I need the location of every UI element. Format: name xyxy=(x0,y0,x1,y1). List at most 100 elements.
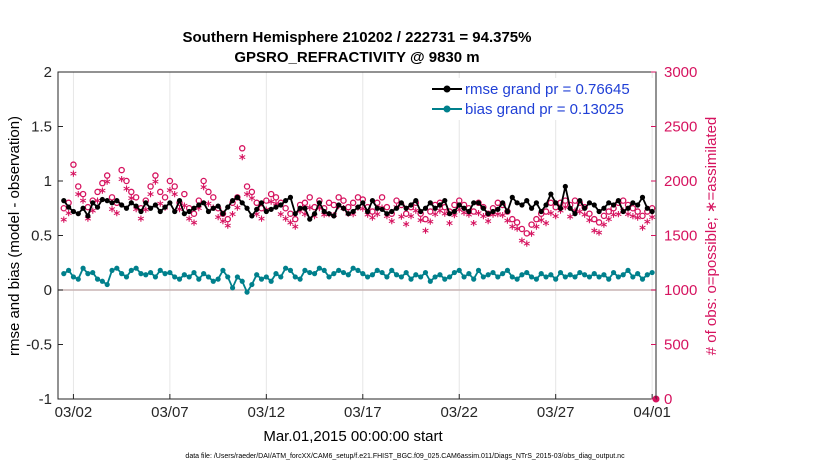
rmse-point xyxy=(157,208,163,215)
rmse-point xyxy=(94,204,101,210)
rmse-point xyxy=(504,208,511,215)
obs-possible-point xyxy=(166,177,174,185)
bias-point xyxy=(398,274,404,280)
x-tick-label: 03/27 xyxy=(537,404,575,421)
obs-assimilated-point: * xyxy=(398,212,405,227)
obs-assimilated-point: * xyxy=(350,210,357,225)
rmse-point xyxy=(365,208,371,215)
rmse-point xyxy=(582,205,588,211)
bias-point xyxy=(143,272,149,278)
obs-possible-point xyxy=(402,210,410,217)
obs-assimilated-point: * xyxy=(191,219,198,234)
rmse-point xyxy=(326,211,332,217)
bias-point xyxy=(90,269,96,276)
bias-point xyxy=(644,272,650,278)
bias-point xyxy=(80,265,86,271)
obs-assimilated-point: * xyxy=(644,218,651,233)
obs-assimilated-point: * xyxy=(538,216,545,231)
bias-point xyxy=(297,276,303,282)
bias-point xyxy=(128,267,134,273)
rmse-point xyxy=(273,204,279,210)
bias-point xyxy=(538,271,544,277)
bias-point xyxy=(413,272,419,278)
rmse-point xyxy=(152,202,159,208)
rmse-point xyxy=(610,202,617,208)
obs-possible-point xyxy=(586,210,593,217)
obs-assimilated-point: * xyxy=(138,214,145,229)
bias-point xyxy=(514,276,520,282)
bias-point xyxy=(533,276,540,282)
bias-point xyxy=(567,272,573,278)
rmse-point xyxy=(418,208,424,215)
bias-point xyxy=(114,265,120,271)
obs-possible-point xyxy=(70,161,77,168)
bias-point xyxy=(167,269,173,276)
bias-point xyxy=(234,274,240,280)
obs-assimilated-point: * xyxy=(451,211,458,226)
bias-point xyxy=(157,267,163,273)
obs-assimilated-point: * xyxy=(113,209,120,224)
bias-point xyxy=(471,276,477,282)
rmse-point xyxy=(336,202,342,208)
rmse-point xyxy=(123,205,130,211)
bias-point xyxy=(292,274,298,280)
legend-rmse-label: rmse grand pr = 0.76645 xyxy=(465,81,630,98)
y-tick-label-right: 2000 xyxy=(664,173,697,190)
obs-assimilated-point: * xyxy=(629,212,636,227)
bias-point xyxy=(355,267,361,273)
rmse-point xyxy=(620,208,626,215)
obs-assimilated-point: * xyxy=(258,214,265,229)
x-tick-label: 03/22 xyxy=(440,404,478,421)
obs-assimilated-point: * xyxy=(615,210,622,225)
rmse-point xyxy=(461,205,467,211)
obs-possible-point xyxy=(161,194,169,201)
bias-point xyxy=(418,274,424,280)
obs-assimilated-point: * xyxy=(634,214,641,229)
y-tick-label-left: -0.5 xyxy=(26,337,52,354)
obs-assimilated-point: * xyxy=(162,203,169,218)
obs-assimilated-point: * xyxy=(639,223,646,238)
obs-assimilated-point: * xyxy=(649,213,656,228)
bias-point xyxy=(562,274,568,280)
rmse-point xyxy=(471,200,477,206)
bias-point xyxy=(350,265,356,271)
rmse-point xyxy=(586,200,593,206)
bias-point xyxy=(220,267,226,273)
obs-possible-point xyxy=(267,190,275,198)
obs-assimilated-point: * xyxy=(330,211,337,226)
obs-assimilated-point: * xyxy=(104,178,111,193)
obs-possible-point xyxy=(378,194,386,201)
rmse-point xyxy=(567,205,573,211)
obs-assimilated-point: * xyxy=(620,207,627,222)
obs-possible-point xyxy=(171,183,178,190)
rmse-point xyxy=(466,208,472,215)
obs-assimilated-point: * xyxy=(200,183,207,198)
rmse-point xyxy=(138,208,144,215)
obs-possible-point xyxy=(306,194,313,201)
y-tick-label-left: 0.5 xyxy=(31,228,52,245)
rmse-point xyxy=(389,208,395,215)
bias-point xyxy=(437,272,443,278)
rmse-point xyxy=(509,194,515,200)
obs-assimilated-point: * xyxy=(321,210,328,225)
bias-point xyxy=(336,267,342,273)
obs-assimilated-point: * xyxy=(210,203,217,218)
rmse-point xyxy=(519,202,525,208)
rmse-point xyxy=(302,205,308,211)
bias-point xyxy=(519,272,525,278)
bias-point xyxy=(316,265,322,271)
rmse-point xyxy=(172,208,178,215)
axis-ticks: 03/02 03/07 03/12 03/17 03/22 03/27 04/01 -1 -0.… xyxy=(26,64,697,421)
obs-assimilated-point: * xyxy=(316,204,323,219)
bias-point xyxy=(138,271,144,277)
rmse-point xyxy=(408,202,414,208)
obs-possible-point xyxy=(340,197,347,204)
rmse-point xyxy=(379,206,385,212)
obs-assimilated-point: * xyxy=(567,212,574,227)
bias-point xyxy=(311,271,318,277)
bias-point xyxy=(389,267,395,273)
bias-point xyxy=(442,276,448,282)
rmse-point xyxy=(61,198,67,204)
bias-point xyxy=(480,274,486,280)
